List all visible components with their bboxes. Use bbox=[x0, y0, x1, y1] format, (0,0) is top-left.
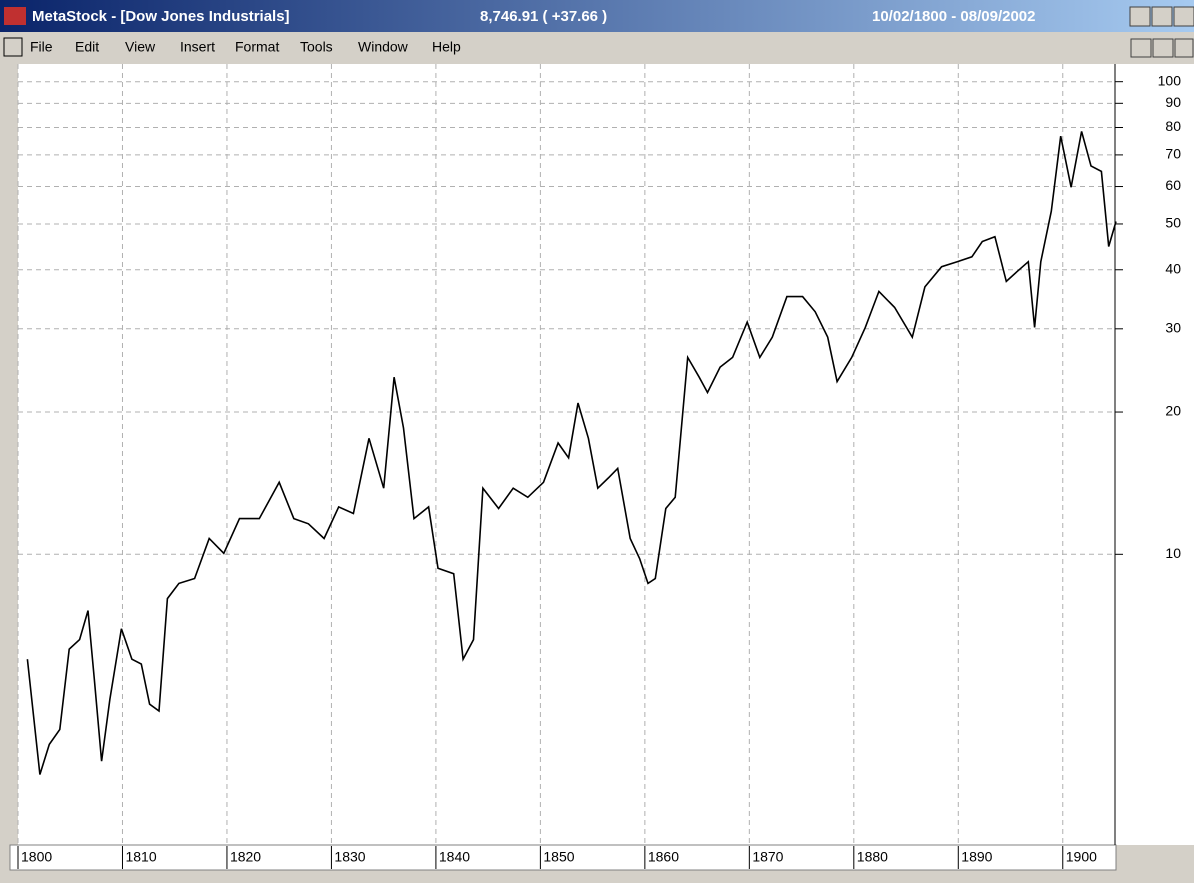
y-tick-label: 20 bbox=[1165, 403, 1181, 419]
menu-item[interactable]: Tools bbox=[300, 39, 333, 55]
y-tick-label: 80 bbox=[1165, 118, 1181, 134]
menu-item[interactable]: Help bbox=[432, 39, 461, 55]
x-tick-label: 1850 bbox=[543, 849, 574, 865]
menu-item[interactable]: Window bbox=[358, 39, 409, 55]
y-tick-label: 40 bbox=[1165, 260, 1181, 276]
y-tick-label: 90 bbox=[1165, 94, 1181, 110]
x-tick-label: 1840 bbox=[439, 849, 470, 865]
plot: 100 90 80 70 60 50 40 30 20 10 1800 1810 1820 1830 184… bbox=[17, 64, 1182, 869]
x-tick-label: 1870 bbox=[752, 849, 783, 865]
y-tick-label: 100 bbox=[1158, 72, 1182, 88]
app-icon bbox=[4, 7, 26, 25]
price-line bbox=[26, 131, 1117, 775]
x-tick-label: 1890 bbox=[961, 849, 992, 865]
doc-close[interactable] bbox=[1174, 38, 1194, 58]
close-button[interactable] bbox=[1173, 6, 1194, 27]
y-tick-label: 10 bbox=[1165, 545, 1181, 561]
doc-minimize[interactable] bbox=[1130, 38, 1152, 58]
y-tick-label: 50 bbox=[1165, 215, 1181, 231]
menu-item[interactable]: File bbox=[30, 39, 53, 55]
left-border bbox=[10, 64, 18, 845]
window-buttons bbox=[1129, 6, 1194, 58]
x-tick-label: 1830 bbox=[334, 849, 365, 865]
chart-area bbox=[10, 64, 1194, 845]
x-tick-label: 1820 bbox=[230, 849, 261, 865]
menu-bar: File Edit View Insert Format Tools Window Help bbox=[30, 39, 461, 55]
x-tick-label: 1880 bbox=[857, 849, 888, 865]
doc-icon bbox=[3, 37, 23, 57]
quote: 8,746.91 ( +37.66 ) bbox=[480, 8, 607, 25]
x-tick-label: 1860 bbox=[648, 849, 679, 865]
restore-button[interactable] bbox=[1151, 6, 1173, 27]
maximize-button[interactable] bbox=[1129, 6, 1151, 27]
menu-item[interactable]: View bbox=[125, 39, 156, 55]
menu-item[interactable]: Format bbox=[235, 39, 279, 55]
date-range: 10/02/1800 - 08/09/2002 bbox=[872, 8, 1035, 25]
x-axis-strip bbox=[9, 844, 1117, 871]
y-tick-label: 70 bbox=[1165, 146, 1181, 162]
window-title: MetaStock - [Dow Jones Industrials] bbox=[32, 8, 290, 25]
doc-restore[interactable] bbox=[1152, 38, 1174, 58]
title-bar bbox=[0, 0, 1194, 32]
y-tick-label: 30 bbox=[1165, 320, 1181, 336]
menu-item[interactable]: Insert bbox=[180, 39, 215, 55]
x-tick-label: 1810 bbox=[125, 849, 156, 865]
x-tick-label: 1900 bbox=[1066, 849, 1097, 865]
x-tick-label: 1800 bbox=[21, 849, 52, 865]
y-tick-label: 60 bbox=[1165, 177, 1181, 193]
menu-item[interactable]: Edit bbox=[75, 39, 99, 55]
